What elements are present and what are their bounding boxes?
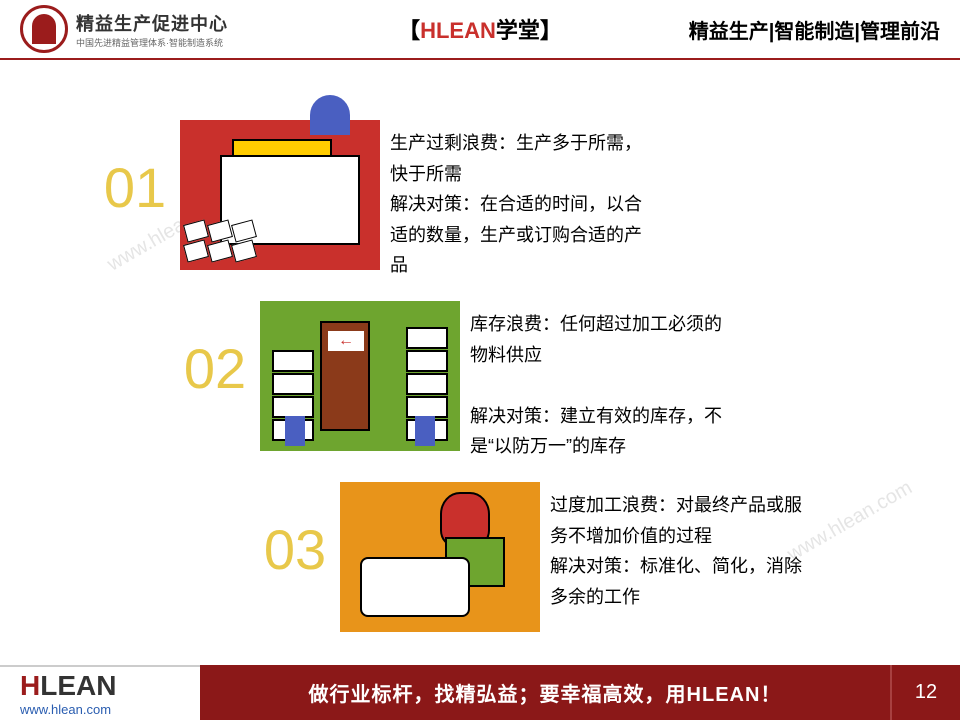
header-right-nav: 精益生产|智能制造|管理前沿 [689, 15, 940, 44]
logo-block: 精益生产促进中心 中国先进精益管理体系·智能制造系统 [20, 5, 228, 53]
item-description-3: 过度加工浪费：对最终产品或服务不增加价值的过程 解决对策：标准化、简化，消除多余… [540, 482, 820, 620]
logo-icon [20, 5, 68, 53]
footer-slogan: 做行业标杆，找精弘益；要幸福高效，用HLEAN！ [200, 665, 890, 720]
footer-logo-block: HLEAN www.hlean.com [0, 665, 200, 720]
item-number-3: 03 [250, 482, 340, 578]
waste-item-3: 03 过度加工浪费：对最终产品或服务不增加价值的过程 解决对策：标准化、简化，消… [250, 482, 960, 632]
footer-logo: HLEAN [20, 670, 200, 702]
footer-url: www.hlean.com [20, 702, 200, 717]
illustration-overproduction [180, 120, 380, 270]
illustration-inventory: ← [260, 301, 460, 451]
item-description-2: 库存浪费：任何超过加工必须的物料供应 解决对策：建立有效的库存，不是“以防万一”… [460, 301, 740, 470]
illustration-overprocessing [340, 482, 540, 632]
content-area: www.hlean.com www.hlean.com 01 生产过剩浪费：生产… [0, 60, 960, 632]
waste-item-2: 02 ← 库存浪费：任何超过加工必须的物料供应 解决对策：建立有效的库存，不是“… [170, 301, 960, 470]
waste-item-1: 01 生产过剩浪费：生产多于所需，快于所需 解决对策：在合适的时间，以合适的数量… [90, 120, 960, 289]
item-number-2: 02 [170, 301, 260, 397]
header-center-title: 【HLEAN学堂】 [398, 13, 562, 45]
page-number: 12 [890, 665, 960, 720]
footer: HLEAN www.hlean.com 做行业标杆，找精弘益；要幸福高效，用HL… [0, 665, 960, 720]
item-number-1: 01 [90, 120, 180, 216]
logo-title: 精益生产促进中心 [76, 10, 228, 36]
logo-subtitle: 中国先进精益管理体系·智能制造系统 [76, 36, 228, 49]
header: 精益生产促进中心 中国先进精益管理体系·智能制造系统 【HLEAN学堂】 精益生… [0, 0, 960, 60]
item-description-1: 生产过剩浪费：生产多于所需，快于所需 解决对策：在合适的时间，以合适的数量，生产… [380, 120, 660, 289]
